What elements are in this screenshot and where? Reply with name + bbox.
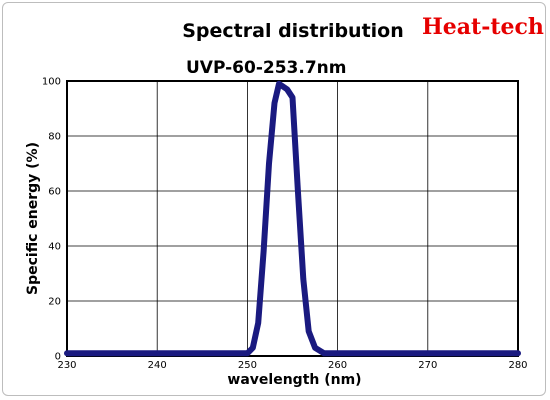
x-tick-labels: 230 240 250 260 270 280 <box>57 360 527 371</box>
chart-title: Spectral distribution <box>182 20 404 42</box>
y-tick-label: 40 <box>48 242 61 253</box>
chart-frame <box>2 2 546 396</box>
y-tick-labels: 0 20 40 60 80 100 <box>42 77 61 363</box>
spectrum-line <box>64 80 521 357</box>
plot-area-border <box>66 80 519 357</box>
y-tick-label: 0 <box>55 352 61 363</box>
brand-logo-text: Heat-tech <box>422 14 544 40</box>
x-tick-label: 250 <box>238 360 257 371</box>
x-tick-label: 260 <box>328 360 347 371</box>
x-tick-label: 280 <box>508 360 527 371</box>
x-tick-label: 230 <box>57 360 76 371</box>
y-tick-label: 60 <box>48 187 61 198</box>
x-tick-label: 270 <box>418 360 437 371</box>
y-axis-label: Specific energy (%) <box>25 142 41 295</box>
chart-subtitle: UVP-60-253.7nm <box>186 58 347 78</box>
y-tick-label: 20 <box>48 297 61 308</box>
x-tick-label: 240 <box>148 360 167 371</box>
y-tick-label: 100 <box>42 77 61 88</box>
x-axis-label: wavelength (nm) <box>227 372 361 388</box>
y-tick-label: 80 <box>48 132 61 143</box>
